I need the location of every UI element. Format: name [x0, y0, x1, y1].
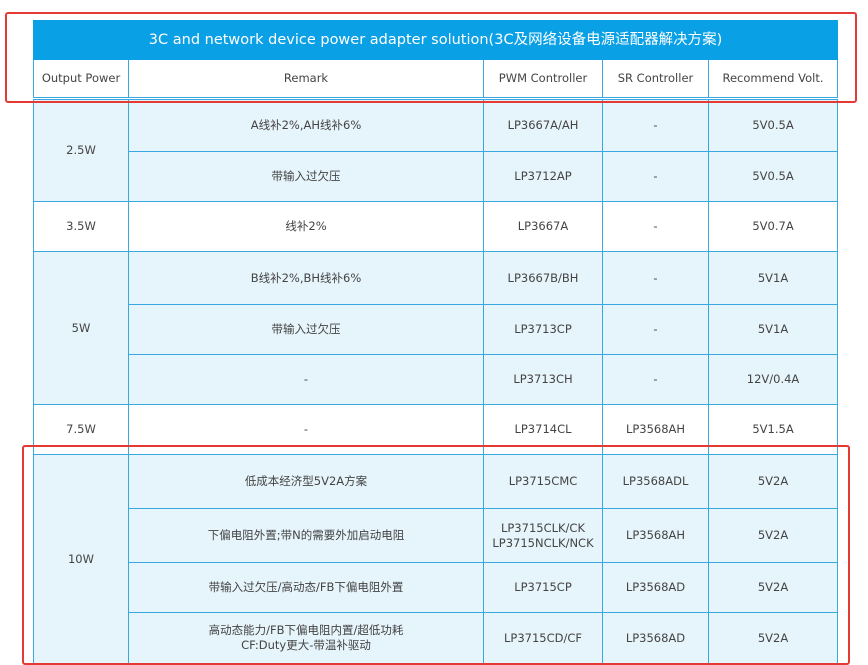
table-row: - LP3713CH -12V/0.4A: [34, 354, 839, 405]
volt-cell: 5V2A: [707, 454, 839, 509]
sr-cell: LP3568AD: [602, 612, 709, 664]
header-row: Output Power Remark PWM Controller SR Contr…: [33, 59, 839, 100]
output-power-cell: 7.5W: [33, 404, 129, 455]
table-row: 下偏电阻外置;带N的需要外加启动电阻 LP3715CLK/CK LP3715NCL…: [34, 508, 839, 563]
sr-cell: -: [602, 251, 709, 305]
remark-cell: 高动态能力/FB下偏电阻内置/超低功耗 CF:Duty更大-带温补驱动: [128, 612, 484, 664]
sr-cell: LP3568ADL: [602, 454, 709, 509]
sr-cell: LP3568AH: [602, 404, 709, 455]
pwm-cell: LP3713CH: [483, 354, 603, 405]
table-row: 带输入过欠压/高动态/FB下偏电阻外置 LP3715CP LP3568AD 5V2A: [34, 562, 839, 613]
volt-cell: 5V0.5A: [707, 151, 839, 202]
sr-cell: -: [602, 201, 709, 252]
output-power-cell: 3.5W: [33, 201, 129, 252]
remark-cell: 带输入过欠压: [128, 151, 484, 202]
power-adapter-table: 3C and network device power adapter solu…: [32, 20, 839, 664]
column-header: Remark: [128, 59, 484, 100]
pwm-cell: LP3713CP: [483, 304, 603, 355]
pwm-cell: LP3715CLK/CK LP3715NCLK/NCK: [483, 508, 603, 563]
remark-cell: -: [128, 354, 484, 405]
volt-cell: 12V/0.4A: [707, 354, 839, 405]
table-row: 高动态能力/FB下偏电阻内置/超低功耗 CF:Duty更大-带温补驱动 LP371…: [34, 612, 839, 664]
sr-cell: -: [602, 304, 709, 355]
remark-cell: 低成本经济型5V2A方案: [128, 454, 484, 509]
column-header: SR Controller: [602, 59, 709, 100]
pwm-cell: LP3715CP: [483, 562, 603, 613]
volt-cell: 5V0.7A: [707, 201, 839, 252]
pwm-cell: LP3714CL: [483, 404, 603, 455]
table-row: 5W B线补2%,BH线补6% LP3667B/BH -5V1A: [33, 251, 839, 405]
remark-cell: B线补2%,BH线补6%: [128, 251, 484, 305]
volt-cell: 5V1A: [707, 251, 839, 305]
table-row: 2.5W A线补2%,AH线补6% LP3667A/AH -5V0.5A: [33, 98, 839, 202]
column-header: Recommend Volt.: [707, 59, 839, 100]
output-power-cell: 5W: [33, 251, 129, 405]
pwm-cell: LP3667B/BH: [483, 251, 603, 305]
volt-cell: 5V0.5A: [707, 98, 839, 152]
table-row: 10W 低成本经济型5V2A方案 LP3715CMC LP3568ADL 5V2A: [33, 454, 839, 664]
sr-cell: -: [602, 98, 709, 152]
volt-cell: 5V2A: [707, 508, 839, 563]
remark-cell: -: [128, 404, 484, 455]
table-row: 3.5W 线补2% LP3667A -5V0.7A: [33, 201, 839, 252]
pwm-cell: LP3715CD/CF: [483, 612, 603, 664]
table-title: 3C and network device power adapter solu…: [32, 20, 839, 60]
remark-cell: A线补2%,AH线补6%: [128, 98, 484, 152]
sr-cell: -: [602, 151, 709, 202]
pwm-cell: LP3715CMC: [483, 454, 603, 509]
volt-cell: 5V2A: [707, 612, 839, 664]
volt-cell: 5V2A: [707, 562, 839, 613]
output-power-cell: 2.5W: [33, 98, 129, 202]
column-header: PWM Controller: [483, 59, 603, 100]
sr-cell: LP3568AD: [602, 562, 709, 613]
sr-cell: -: [602, 354, 709, 405]
volt-cell: 5V1A: [707, 304, 839, 355]
table-row: 带输入过欠压 LP3713CP -5V1A: [34, 304, 839, 355]
volt-cell: 5V1.5A: [707, 404, 839, 455]
table-row: 带输入过欠压 LP3712AP -5V0.5A: [34, 151, 839, 202]
remark-cell: 下偏电阻外置;带N的需要外加启动电阻: [128, 508, 484, 563]
remark-cell: 线补2%: [128, 201, 484, 252]
sr-cell: LP3568AH: [602, 508, 709, 563]
remark-cell: 带输入过欠压: [128, 304, 484, 355]
pwm-cell: LP3667A: [483, 201, 603, 252]
pwm-cell: LP3712AP: [483, 151, 603, 202]
table-row: 7.5W - LP3714CL LP3568AH 5V1.5A: [33, 404, 839, 455]
pwm-cell: LP3667A/AH: [483, 98, 603, 152]
remark-cell: 带输入过欠压/高动态/FB下偏电阻外置: [128, 562, 484, 613]
column-header: Output Power: [33, 59, 129, 100]
output-power-cell: 10W: [33, 454, 129, 664]
